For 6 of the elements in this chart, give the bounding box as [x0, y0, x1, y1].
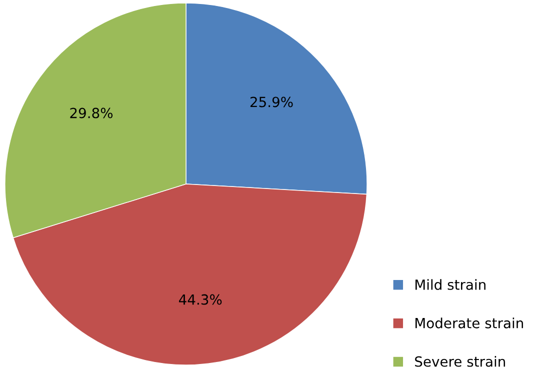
legend-label: Mild strain [415, 279, 486, 290]
legend-label: Moderate strain [415, 318, 523, 328]
data-label: 25.9% [250, 96, 293, 108]
legend-label: Severe strain [415, 356, 505, 367]
data-label: 44.3% [178, 294, 222, 305]
data-label: 29.8% [70, 108, 113, 118]
